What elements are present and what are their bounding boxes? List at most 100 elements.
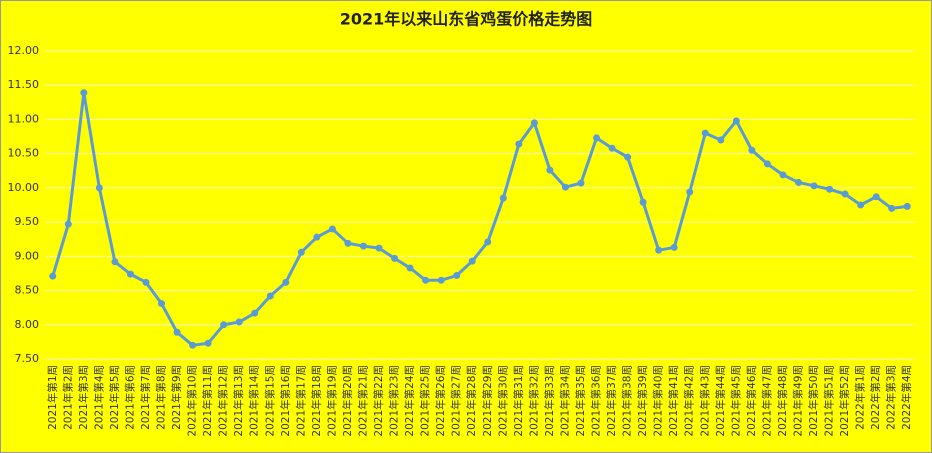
x-tick-label: 2022年第3周 <box>885 365 898 430</box>
marker <box>235 318 243 326</box>
y-tick-label: 9.50 <box>15 215 40 228</box>
x-tick-label: 2021年第26周 <box>434 365 447 437</box>
x-tick-label: 2021年第23周 <box>388 365 401 437</box>
marker <box>266 292 274 300</box>
x-tick-label: 2021年第2周 <box>61 365 74 430</box>
x-tick-label: 2021年第39周 <box>636 365 649 437</box>
marker <box>375 244 383 252</box>
x-tick-label: 2021年第20周 <box>341 365 354 437</box>
x-tick-label: 2021年第44周 <box>714 365 727 437</box>
x-tick-label: 2022年第4周 <box>900 365 913 430</box>
x-tick-label: 2022年第1周 <box>854 365 867 430</box>
x-tick-label: 2021年第34周 <box>558 365 571 437</box>
marker <box>888 204 896 212</box>
marker <box>779 171 787 179</box>
marker <box>297 248 305 256</box>
x-tick-label: 2022年第2周 <box>869 365 882 430</box>
marker <box>142 278 150 286</box>
x-tick-label: 2021年第5周 <box>108 365 121 430</box>
x-tick-label: 2021年第21周 <box>356 365 369 437</box>
marker <box>204 339 212 347</box>
marker <box>717 136 725 144</box>
y-tick-label: 8.50 <box>15 284 40 297</box>
marker <box>841 190 849 198</box>
x-tick-label: 2021年第35周 <box>574 365 587 437</box>
marker <box>126 270 134 278</box>
x-tick-label: 2021年第8周 <box>155 365 168 430</box>
marker <box>359 242 367 250</box>
x-tick-label: 2021年第42周 <box>683 365 696 437</box>
x-tick-label: 2021年第29周 <box>481 365 494 437</box>
marker <box>453 271 461 279</box>
marker <box>499 194 507 202</box>
marker <box>701 129 709 137</box>
x-tick-label: 2021年第45周 <box>729 365 742 437</box>
x-tick-label: 2021年第25周 <box>419 365 432 437</box>
x-tick-label: 2021年第16周 <box>279 365 292 437</box>
x-tick-label: 2021年第47周 <box>760 365 773 437</box>
x-tick-label: 2021年第31周 <box>512 365 525 437</box>
x-tick-label: 2021年第33周 <box>543 365 556 437</box>
x-tick-label: 2021年第1周 <box>46 365 59 430</box>
x-tick-label: 2021年第43周 <box>698 365 711 437</box>
x-tick-label: 2021年第48周 <box>776 365 789 437</box>
marker <box>80 89 88 97</box>
marker <box>670 243 678 251</box>
chart-title: 2021年以来山东省鸡蛋价格走势图 <box>340 10 593 29</box>
marker <box>189 341 197 349</box>
marker <box>251 309 259 317</box>
x-tick-label: 2021年第11周 <box>201 365 214 437</box>
marker <box>593 134 601 142</box>
marker <box>406 264 414 272</box>
marker <box>468 257 476 265</box>
y-tick-label: 11.00 <box>8 112 40 125</box>
y-tick-label: 7.50 <box>15 352 40 365</box>
marker <box>158 300 166 308</box>
x-tick-label: 2021年第10周 <box>186 365 199 437</box>
x-tick-label: 2021年第6周 <box>123 365 136 430</box>
x-tick-label: 2021年第19周 <box>325 365 338 437</box>
x-tick-label: 2021年第46周 <box>745 365 758 437</box>
x-tick-label: 2021年第22周 <box>372 365 385 437</box>
marker <box>173 328 181 336</box>
marker <box>313 233 321 241</box>
x-tick-label: 2021年第4周 <box>92 365 105 430</box>
x-tick-label: 2021年第7周 <box>139 365 152 430</box>
marker <box>872 193 880 201</box>
marker <box>515 140 523 148</box>
x-tick-label: 2021年第9周 <box>170 365 183 430</box>
x-tick-label: 2021年第38周 <box>621 365 634 437</box>
marker <box>686 188 694 196</box>
marker <box>546 166 554 174</box>
marker <box>422 276 430 284</box>
x-tick-label: 2021年第36周 <box>590 365 603 437</box>
marker <box>111 258 119 266</box>
marker <box>484 238 492 246</box>
y-tick-label: 12.00 <box>8 44 40 57</box>
marker <box>794 178 802 186</box>
marker <box>220 321 228 329</box>
marker <box>49 272 57 280</box>
marker <box>810 182 818 190</box>
x-tick-label: 2021年第14周 <box>248 365 261 437</box>
x-tick-label: 2021年第13周 <box>232 365 245 437</box>
y-tick-label: 10.00 <box>8 181 40 194</box>
marker <box>826 185 834 193</box>
marker <box>763 160 771 168</box>
marker <box>655 246 663 254</box>
x-tick-label: 2021年第3周 <box>77 365 90 430</box>
y-tick-label: 8.00 <box>15 318 40 331</box>
x-tick-label: 2021年第49周 <box>791 365 804 437</box>
x-tick-label: 2021年第24周 <box>403 365 416 437</box>
x-tick-label: 2021年第52周 <box>838 365 851 437</box>
x-tick-label: 2021年第15周 <box>263 365 276 437</box>
x-tick-label: 2021年第12周 <box>217 365 230 437</box>
y-tick-label: 10.50 <box>8 147 40 160</box>
marker <box>328 225 336 233</box>
marker <box>857 201 865 209</box>
x-tick-label: 2021年第50周 <box>807 365 820 437</box>
marker <box>530 119 538 127</box>
marker <box>748 146 756 154</box>
